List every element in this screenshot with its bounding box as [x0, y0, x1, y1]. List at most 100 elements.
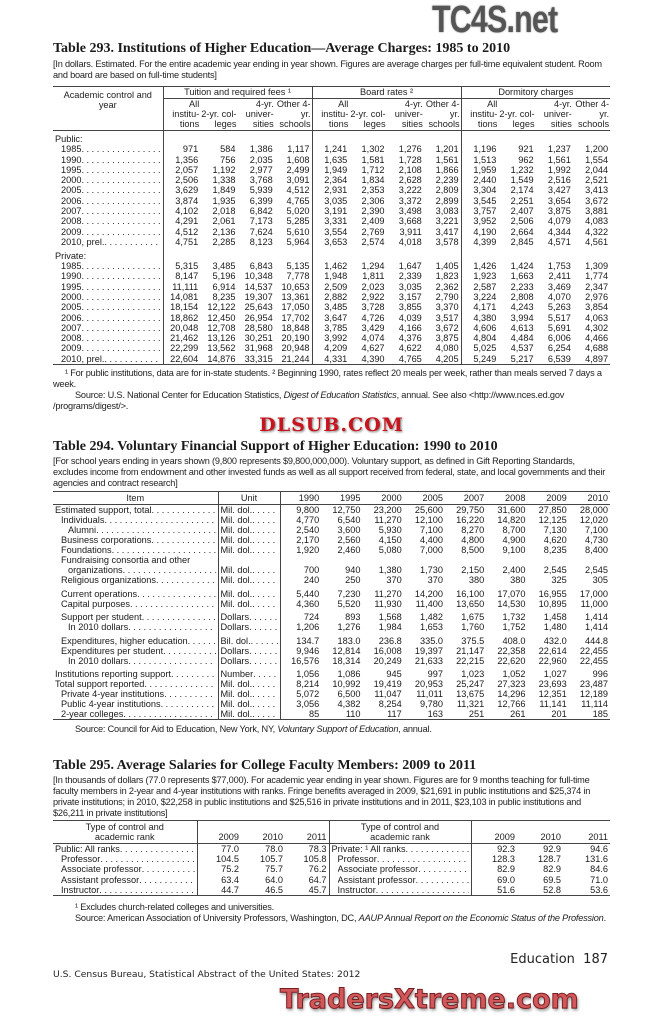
value-cell: 2,108 [398, 164, 422, 175]
value-cell: 1,201 [423, 144, 462, 155]
row-label: 2006 [61, 312, 82, 323]
table-row: Current operations Mil. dol. 5,440 7,230 11,… [53, 588, 610, 599]
empty-cell [321, 555, 362, 565]
empty-cell [200, 131, 237, 145]
salary-cell: 52.8 [517, 884, 563, 897]
leader-wrap: 2010, prel. [61, 237, 161, 247]
source-text: , annual. See also <http://www.nces.ed.g… [53, 390, 565, 412]
unit-cell: Mil. dol. [218, 588, 281, 599]
value-cell: 1,056 [296, 669, 320, 680]
empty-cell [238, 131, 275, 145]
value-cell: 2,353 [361, 185, 385, 196]
year-cell: 2000 [53, 175, 164, 186]
row-label: Mil. dol. [220, 689, 253, 700]
spacer [53, 247, 164, 251]
year-header: 2011 [563, 820, 610, 845]
unit-cell: Dollars [218, 645, 281, 656]
dot-leader [81, 144, 160, 154]
row-label: Mil. dol. [220, 699, 253, 710]
value-cell: 1,276 [337, 622, 361, 633]
value-cell: 33,315 [237, 353, 275, 366]
leader-wrap: Professor [338, 854, 469, 864]
dot-leader [81, 165, 160, 175]
value-cell: 5,080 [378, 545, 402, 556]
value-cell: 2,390 [361, 206, 385, 217]
table-row: Foundations Mil. dol. 1,920 2,460 5,080 7,000… [53, 545, 610, 556]
value-cell: 5,196 [212, 271, 236, 282]
value-cell: 251 [445, 709, 487, 721]
value-cell: 4,400 [420, 535, 443, 546]
row-label: Foundations [61, 545, 112, 556]
value-cell: 4,380 [473, 312, 497, 323]
value-cell: 4,606 [473, 322, 497, 333]
dot-leader [123, 565, 216, 575]
value-cell: 11,000 [580, 598, 608, 609]
value-cell: 13,361 [274, 291, 313, 303]
value-cell: 2,499 [274, 164, 313, 176]
value-cell: 2,516 [547, 175, 571, 186]
value-cell: 4,205 [423, 353, 462, 366]
row-label: 2007 [61, 322, 82, 333]
leader-wrap: Dollars [221, 656, 278, 666]
empty-cell [573, 131, 610, 145]
value-cell: 1,923 [473, 271, 497, 282]
year-cell: 1985 [53, 261, 164, 272]
table-row: 19901,3567562,0351,6081,6351,5811,7281,5… [53, 154, 610, 165]
value-cell: 1,653 [420, 622, 443, 633]
value-cell: 1,462 [324, 261, 348, 272]
salary-cell: 64.0 [265, 874, 283, 885]
value-cell: 7,000 [420, 545, 443, 556]
value-cell: 1,561 [547, 154, 571, 165]
value-cell: 4,561 [585, 236, 609, 247]
table-295: Type of control and academic rank 2009 201… [53, 820, 610, 897]
dot-leader [171, 669, 216, 679]
salary-cell: 84.6 [590, 864, 608, 875]
value-cell: 12,766 [497, 699, 526, 710]
table-295-source: Source: American Association of Universi… [53, 913, 610, 924]
value-cell: 4,627 [361, 343, 385, 354]
leader-wrap: 1985 [61, 144, 161, 154]
leader-wrap: Capital purposes [61, 599, 216, 609]
value-cell: 1,647 [398, 261, 422, 272]
group-header: Board rates ² [312, 86, 462, 99]
value-cell: 1,405 [423, 261, 462, 272]
empty-cell [363, 555, 404, 565]
leader-wrap: Mil. dol. [221, 515, 278, 525]
value-cell: 117 [362, 709, 404, 721]
leader-wrap: 2009 [61, 227, 161, 237]
dot-leader [139, 875, 194, 885]
value-cell: 11,400 [415, 598, 443, 609]
dot-leader [81, 175, 160, 185]
row-label: Total support reported [55, 679, 145, 690]
row-label: 1990 [61, 271, 82, 282]
value-cell: 12,122 [207, 302, 236, 313]
value-cell: 1,948 [324, 271, 348, 282]
value-cell: 4,331 [312, 353, 350, 366]
row-label: 2005 [61, 302, 82, 313]
item-cell: Current operations [53, 588, 219, 599]
value-cell: 1,027 [543, 669, 567, 680]
table-row: Assistant professor 63.4 64.064.7 Assistant… [53, 874, 610, 885]
value-cell: 14,530 [497, 598, 526, 609]
page-number: 187 [583, 952, 608, 967]
value-cell: 3,427 [547, 185, 571, 196]
value-cell: 7,778 [274, 271, 313, 282]
value-cell: 11,141 [539, 699, 567, 710]
item-cell: Expenditures per student [53, 645, 219, 656]
value-cell: 2,808 [510, 291, 534, 302]
value-cell: 30,251 [244, 333, 273, 344]
value-cell: 3,485 [324, 302, 348, 313]
unit-cell: Mil. dol. [218, 545, 281, 556]
source-text: Source: U.S. National Center for Educati… [75, 390, 284, 401]
value-cell: 17,070 [497, 588, 526, 599]
leader-wrap: 2000 [61, 175, 161, 185]
year-cell: 2008 [53, 333, 164, 344]
spacer [218, 632, 281, 636]
leader-wrap: Mil. dol. [221, 575, 278, 585]
table-293-title: Table 293. Institutions of Higher Educat… [53, 41, 511, 56]
value-cell: 25,643 [244, 302, 273, 313]
row-label: Capital purposes [61, 598, 130, 609]
value-cell: 13,562 [207, 343, 236, 354]
row-label: Instructor [337, 884, 376, 895]
